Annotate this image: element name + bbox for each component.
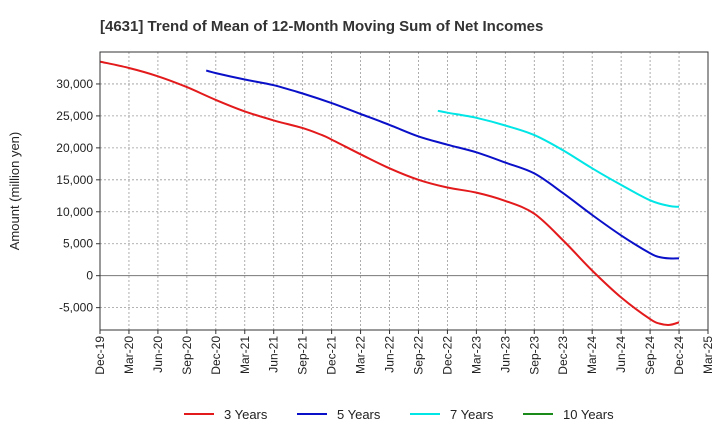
x-tick-label: Jun-20	[151, 336, 165, 373]
y-tick-label: -5,000	[59, 301, 93, 315]
x-tick-label: Dec-20	[209, 336, 223, 375]
x-tick-labels: Dec-19 Mar-20 Jun-20 Sep-20 Dec-20 Mar-21 Jun-…	[93, 330, 715, 375]
y-tick-label: 10,000	[56, 205, 93, 219]
x-tick-label: Sep-24	[643, 336, 657, 375]
x-tick-label: Mar-23	[469, 336, 483, 374]
y-tick-label: 25,000	[56, 109, 93, 123]
y-tick-label: 15,000	[56, 173, 93, 187]
series-line-7-years	[437, 109, 680, 208]
series-layer	[99, 60, 680, 326]
x-tick-label: Sep-22	[412, 336, 426, 375]
x-tick-label: Dec-23	[556, 336, 570, 375]
plot-background	[100, 52, 708, 330]
x-tick-label: Jun-23	[498, 336, 512, 373]
axes	[99, 51, 709, 331]
y-tick-label: 30,000	[56, 77, 93, 91]
x-tick-label: Sep-21	[296, 336, 310, 375]
y-tick-label: 5,000	[63, 237, 93, 251]
y-axis-label: Amount (million yen)	[7, 132, 22, 251]
x-tick-label: Sep-23	[527, 336, 541, 375]
x-tick-label: Dec-19	[93, 336, 107, 375]
x-tick-label: Mar-20	[122, 336, 136, 374]
plot-area	[100, 52, 708, 330]
y-tick-label: 20,000	[56, 141, 93, 155]
y-tick-labels: 30,000 25,000 20,000 15,000 10,000 5,000 0 -5,0…	[56, 77, 100, 315]
series-line-5-years	[205, 69, 680, 260]
x-tick-label: Dec-22	[440, 336, 454, 375]
plot-frame	[99, 51, 709, 331]
x-tick-label: Mar-25	[701, 336, 715, 374]
x-tick-label: Dec-24	[672, 336, 686, 375]
chart-title: [4631] Trend of Mean of 12-Month Moving …	[100, 18, 543, 35]
legend: 3 Years 5 Years 7 Years 10 Years	[184, 407, 614, 422]
y-tick-label: 0	[86, 269, 93, 283]
legend-label: 5 Years	[337, 407, 381, 422]
x-tick-label: Dec-21	[325, 336, 339, 375]
x-tick-label: Jun-24	[614, 336, 628, 373]
x-tick-label: Sep-20	[180, 336, 194, 375]
x-tick-label: Jun-21	[267, 336, 281, 373]
grid-lines	[99, 52, 709, 330]
x-tick-label: Mar-22	[354, 336, 368, 374]
legend-label: 10 Years	[563, 407, 614, 422]
legend-label: 3 Years	[224, 407, 268, 422]
x-tick-label: Mar-21	[238, 336, 252, 374]
legend-label: 7 Years	[450, 407, 494, 422]
x-tick-label: Jun-22	[383, 336, 397, 373]
x-tick-label: Mar-24	[585, 336, 599, 374]
series-line-3-years	[99, 60, 680, 326]
